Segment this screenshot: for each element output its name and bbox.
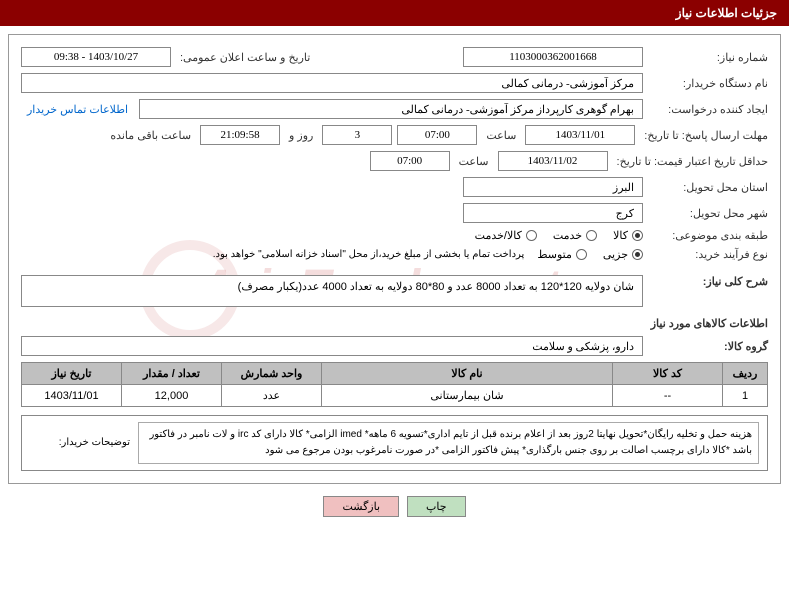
cell-code: -- [613, 385, 723, 407]
requester-input[interactable] [139, 99, 643, 119]
radio-icon [632, 230, 643, 241]
city-input[interactable] [463, 203, 643, 223]
th-code: کد کالا [613, 363, 723, 385]
radio-both[interactable]: کالا/خدمت [475, 229, 537, 242]
group-input[interactable] [21, 336, 643, 356]
table-row[interactable]: 1 -- شان بیمارستانی عدد 12,000 1403/11/0… [22, 385, 768, 407]
validity-date-input[interactable] [498, 151, 608, 171]
province-label: استان محل تحویل: [648, 181, 768, 194]
buyer-notes-box: هزینه حمل و تخلیه رایگان*تحویل نهایتا 2ر… [21, 415, 768, 471]
need-number-label: شماره نیاز: [648, 51, 768, 64]
cell-date: 1403/11/01 [22, 385, 122, 407]
radio-icon [576, 249, 587, 260]
process-radio-group: جزیی متوسط [537, 248, 643, 261]
radio-partial[interactable]: جزیی [603, 248, 643, 261]
radio-icon [526, 230, 537, 241]
announce-date-label: تاریخ و ساعت اعلان عمومی: [176, 51, 314, 64]
validity-label: حداقل تاریخ اعتبار قیمت: تا تاریخ: [613, 155, 768, 168]
th-date: تاریخ نیاز [22, 363, 122, 385]
province-input[interactable] [463, 177, 643, 197]
need-number-input[interactable] [463, 47, 643, 67]
deadline-time-input[interactable] [397, 125, 477, 145]
th-name: نام کالا [322, 363, 613, 385]
time-label-1: ساعت [482, 129, 520, 142]
goods-section-title: اطلاعات کالاهای مورد نیاز [21, 317, 768, 330]
radio-goods[interactable]: کالا [613, 229, 643, 242]
validity-time-input[interactable] [370, 151, 450, 171]
deadline-date-input[interactable] [525, 125, 635, 145]
process-label: نوع فرآیند خرید: [648, 248, 768, 261]
radio-icon [632, 249, 643, 260]
table-header-row: ردیف کد کالا نام کالا واحد شمارش تعداد /… [22, 363, 768, 385]
buyer-org-input[interactable] [21, 73, 643, 93]
cell-unit: عدد [222, 385, 322, 407]
desc-textarea[interactable]: شان دولایه 120*120 به تعداد 8000 عدد و 8… [21, 275, 643, 307]
radio-medium[interactable]: متوسط [537, 248, 587, 261]
cell-name: شان بیمارستانی [322, 385, 613, 407]
process-note: پرداخت تمام یا بخشی از مبلغ خرید،از محل … [213, 249, 525, 260]
page-header: جزئیات اطلاعات نیاز [0, 0, 789, 26]
button-row: چاپ بازگشت [0, 496, 789, 517]
radio-icon [586, 230, 597, 241]
category-label: طبقه بندی موضوعی: [648, 229, 768, 242]
contact-link[interactable]: اطلاعات تماس خریدار [21, 103, 134, 116]
remaining-time-input[interactable] [200, 125, 280, 145]
th-qty: تعداد / مقدار [122, 363, 222, 385]
announce-date-input[interactable] [21, 47, 171, 67]
time-label-2: ساعت [455, 155, 493, 168]
desc-label: شرح کلی نیاز: [648, 275, 768, 288]
cell-row: 1 [723, 385, 768, 407]
days-label: روز و [285, 129, 317, 142]
th-row: ردیف [723, 363, 768, 385]
buyer-notes-text: هزینه حمل و تخلیه رایگان*تحویل نهایتا 2ر… [138, 422, 759, 464]
deadline-label: مهلت ارسال پاسخ: تا تاریخ: [640, 129, 768, 142]
cell-qty: 12,000 [122, 385, 222, 407]
header-title: جزئیات اطلاعات نیاز [676, 6, 777, 20]
print-button[interactable]: چاپ [407, 496, 466, 517]
group-label: گروه کالا: [648, 340, 768, 353]
city-label: شهر محل تحویل: [648, 207, 768, 220]
remaining-label: ساعت باقی مانده [106, 129, 195, 142]
th-unit: واحد شمارش [222, 363, 322, 385]
buyer-org-label: نام دستگاه خریدار: [648, 77, 768, 90]
days-input[interactable] [322, 125, 392, 145]
form-frame: AriaTender.net شماره نیاز: تاریخ و ساعت … [8, 34, 781, 484]
requester-label: ایجاد کننده درخواست: [648, 103, 768, 116]
category-radio-group: کالا خدمت کالا/خدمت [475, 229, 643, 242]
radio-service[interactable]: خدمت [553, 229, 597, 242]
back-button[interactable]: بازگشت [323, 496, 399, 517]
buyer-notes-label: توضیحات خریدار: [30, 435, 130, 451]
goods-table: ردیف کد کالا نام کالا واحد شمارش تعداد /… [21, 362, 768, 407]
